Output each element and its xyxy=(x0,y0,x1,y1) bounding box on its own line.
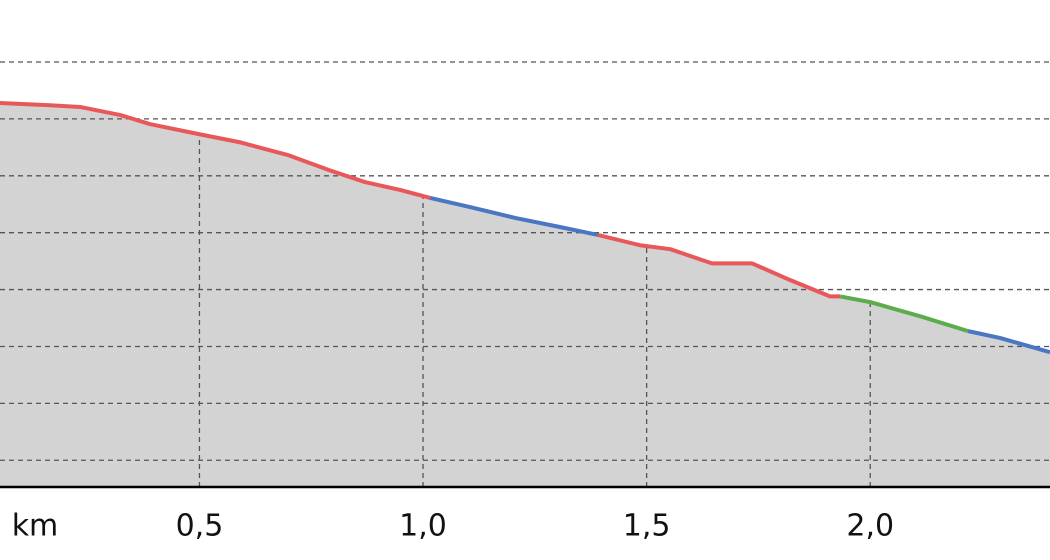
area xyxy=(0,102,431,488)
line xyxy=(0,100,431,200)
area xyxy=(429,197,599,488)
line xyxy=(967,329,1050,355)
line xyxy=(839,294,969,334)
area xyxy=(967,330,1050,488)
line xyxy=(429,196,599,237)
x-axis-label: km xyxy=(12,509,59,544)
area xyxy=(597,234,841,488)
x-tick-label: 2,0 xyxy=(846,509,894,544)
line xyxy=(597,233,841,299)
x-tick-label: 1,5 xyxy=(623,509,671,544)
x-tick-label: 1,0 xyxy=(399,509,447,544)
x-tick-label: 0,5 xyxy=(176,509,224,544)
